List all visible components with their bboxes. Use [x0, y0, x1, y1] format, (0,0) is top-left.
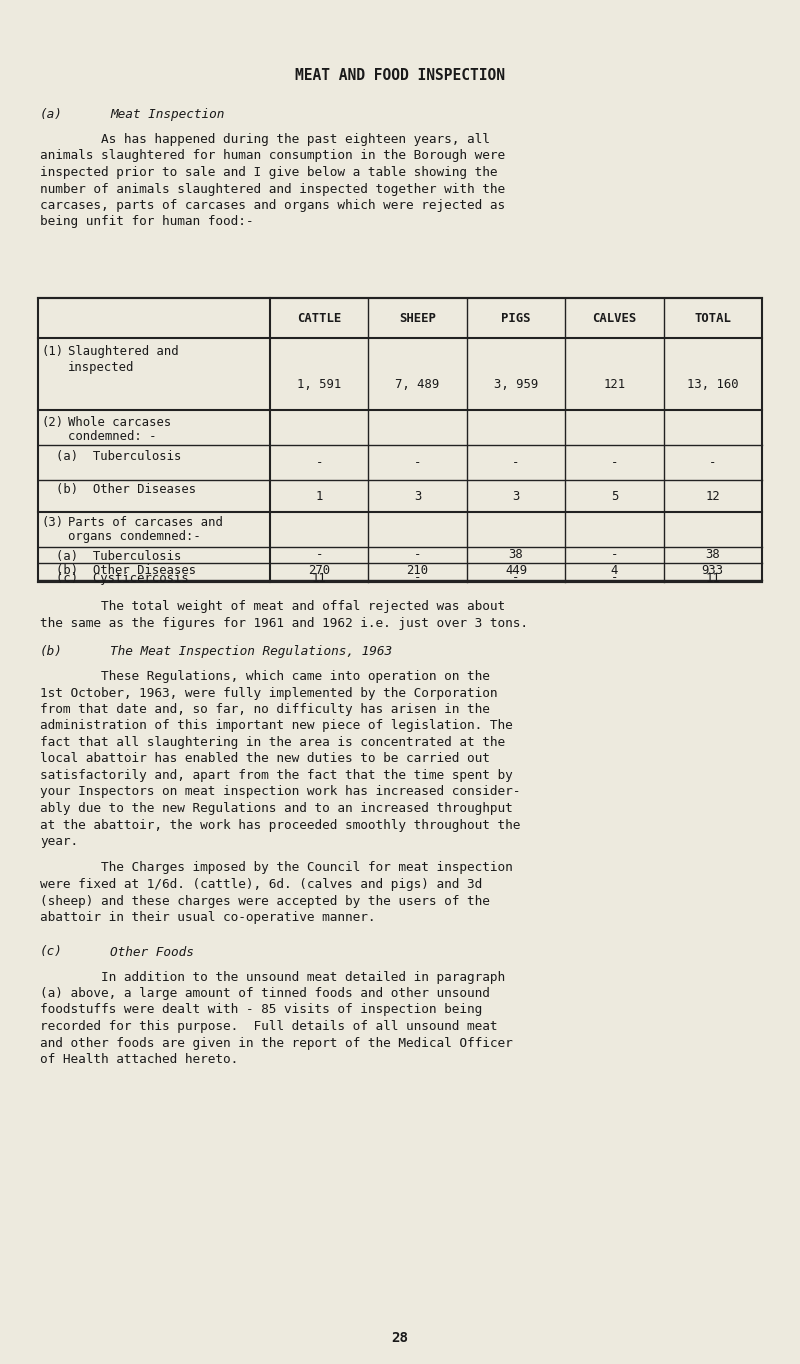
Text: Other Foods: Other Foods	[110, 945, 194, 959]
Text: (a) above, a large amount of tinned foods and other unsound: (a) above, a large amount of tinned food…	[40, 988, 490, 1000]
Text: 5: 5	[610, 490, 618, 502]
Text: -: -	[414, 457, 422, 469]
Text: animals slaughtered for human consumption in the Borough were: animals slaughtered for human consumptio…	[40, 150, 505, 162]
Text: 38: 38	[509, 548, 523, 562]
Text: (b)  Other Diseases: (b) Other Diseases	[56, 483, 196, 496]
Text: at the abattoir, the work has proceeded smoothly throughout the: at the abattoir, the work has proceeded …	[40, 818, 520, 832]
Text: fact that all slaughtering in the area is concentrated at the: fact that all slaughtering in the area i…	[40, 737, 505, 749]
Text: from that date and, so far, no difficulty has arisen in the: from that date and, so far, no difficult…	[40, 702, 490, 716]
Text: organs condemned:-: organs condemned:-	[68, 531, 201, 543]
Text: As has happened during the past eighteen years, all: As has happened during the past eighteen…	[40, 134, 490, 146]
Text: -: -	[315, 548, 323, 562]
Text: -: -	[610, 457, 618, 469]
Text: satisfactorily and, apart from the fact that the time spent by: satisfactorily and, apart from the fact …	[40, 769, 513, 782]
Text: -: -	[610, 572, 618, 585]
Text: -: -	[414, 572, 422, 585]
Text: Whole carcases: Whole carcases	[68, 416, 171, 430]
Text: TOTAL: TOTAL	[694, 311, 731, 325]
Text: Meat Inspection: Meat Inspection	[110, 108, 224, 121]
Text: -: -	[610, 548, 618, 562]
Text: 449: 449	[505, 563, 527, 577]
Text: MEAT AND FOOD INSPECTION: MEAT AND FOOD INSPECTION	[295, 67, 505, 82]
Text: 11: 11	[312, 572, 326, 585]
Text: 28: 28	[391, 1331, 409, 1345]
Text: abattoir in their usual co-operative manner.: abattoir in their usual co-operative man…	[40, 911, 375, 923]
Text: 1: 1	[315, 490, 323, 502]
Text: 1, 591: 1, 591	[297, 378, 342, 391]
Text: 7, 489: 7, 489	[395, 378, 440, 391]
Text: 12: 12	[706, 490, 720, 502]
Text: the same as the figures for 1961 and 1962 i.e. just over 3 tons.: the same as the figures for 1961 and 196…	[40, 617, 528, 630]
Text: 933: 933	[702, 563, 724, 577]
Text: 3: 3	[512, 490, 520, 502]
Text: were fixed at 1/6d. (cattle), 6d. (calves and pigs) and 3d: were fixed at 1/6d. (cattle), 6d. (calve…	[40, 878, 482, 891]
Text: and other foods are given in the report of the Medical Officer: and other foods are given in the report …	[40, 1037, 513, 1049]
Text: Parts of carcases and: Parts of carcases and	[68, 516, 223, 529]
Text: (b)  Other Diseases: (b) Other Diseases	[56, 563, 196, 577]
Text: local abattoir has enabled the new duties to be carried out: local abattoir has enabled the new dutie…	[40, 753, 490, 765]
Text: 11: 11	[706, 572, 720, 585]
Text: In addition to the unsound meat detailed in paragraph: In addition to the unsound meat detailed…	[40, 971, 505, 983]
Text: condemned: -: condemned: -	[68, 430, 157, 443]
Text: -: -	[709, 457, 717, 469]
Text: (a): (a)	[40, 108, 63, 121]
Text: The Meat Inspection Regulations, 1963: The Meat Inspection Regulations, 1963	[110, 645, 392, 657]
Text: year.: year.	[40, 835, 78, 848]
Text: CALVES: CALVES	[592, 311, 637, 325]
Text: ably due to the new Regulations and to an increased throughput: ably due to the new Regulations and to a…	[40, 802, 513, 816]
Text: inspected prior to sale and I give below a table showing the: inspected prior to sale and I give below…	[40, 166, 498, 179]
Text: (b): (b)	[40, 645, 63, 657]
Text: foodstuffs were dealt with - 85 visits of inspection being: foodstuffs were dealt with - 85 visits o…	[40, 1004, 482, 1016]
Text: 270: 270	[308, 563, 330, 577]
Text: inspected: inspected	[68, 361, 134, 374]
Text: (1): (1)	[42, 345, 64, 357]
Text: -: -	[414, 548, 422, 562]
Text: 38: 38	[706, 548, 720, 562]
Text: 1st October, 1963, were fully implemented by the Corporation: 1st October, 1963, were fully implemente…	[40, 686, 498, 700]
Text: These Regulations, which came into operation on the: These Regulations, which came into opera…	[40, 670, 490, 683]
Text: -: -	[315, 457, 323, 469]
Text: The Charges imposed by the Council for meat inspection: The Charges imposed by the Council for m…	[40, 862, 513, 874]
Text: 13, 160: 13, 160	[687, 378, 738, 391]
Text: (a)  Tuberculosis: (a) Tuberculosis	[56, 550, 182, 563]
Text: your Inspectors on meat inspection work has increased consider-: your Inspectors on meat inspection work …	[40, 786, 520, 798]
Text: CATTLE: CATTLE	[297, 311, 342, 325]
Text: carcases, parts of carcases and organs which were rejected as: carcases, parts of carcases and organs w…	[40, 199, 505, 211]
Text: number of animals slaughtered and inspected together with the: number of animals slaughtered and inspec…	[40, 183, 505, 195]
Text: SHEEP: SHEEP	[399, 311, 436, 325]
Text: of Health attached hereto.: of Health attached hereto.	[40, 1053, 238, 1067]
Text: PIGS: PIGS	[502, 311, 530, 325]
Text: (2): (2)	[42, 416, 64, 430]
Text: recorded for this purpose.  Full details of all unsound meat: recorded for this purpose. Full details …	[40, 1020, 498, 1033]
Bar	[38, 297, 762, 582]
Text: (sheep) and these charges were accepted by the users of the: (sheep) and these charges were accepted …	[40, 895, 490, 907]
Text: (3): (3)	[42, 516, 64, 529]
Text: (c): (c)	[40, 945, 63, 959]
Text: 3: 3	[414, 490, 422, 502]
Text: 121: 121	[603, 378, 626, 391]
Text: The total weight of meat and offal rejected was about: The total weight of meat and offal rejec…	[40, 600, 505, 612]
Text: 4: 4	[610, 563, 618, 577]
Text: 210: 210	[406, 563, 429, 577]
Text: -: -	[512, 457, 520, 469]
Text: (c)  Cysticercosis: (c) Cysticercosis	[56, 572, 189, 585]
Text: (a)  Tuberculosis: (a) Tuberculosis	[56, 450, 182, 462]
Text: being unfit for human food:-: being unfit for human food:-	[40, 216, 254, 229]
Text: Slaughtered and: Slaughtered and	[68, 345, 178, 357]
Text: -: -	[512, 572, 520, 585]
Text: administration of this important new piece of legislation. The: administration of this important new pie…	[40, 719, 513, 732]
Text: 3, 959: 3, 959	[494, 378, 538, 391]
